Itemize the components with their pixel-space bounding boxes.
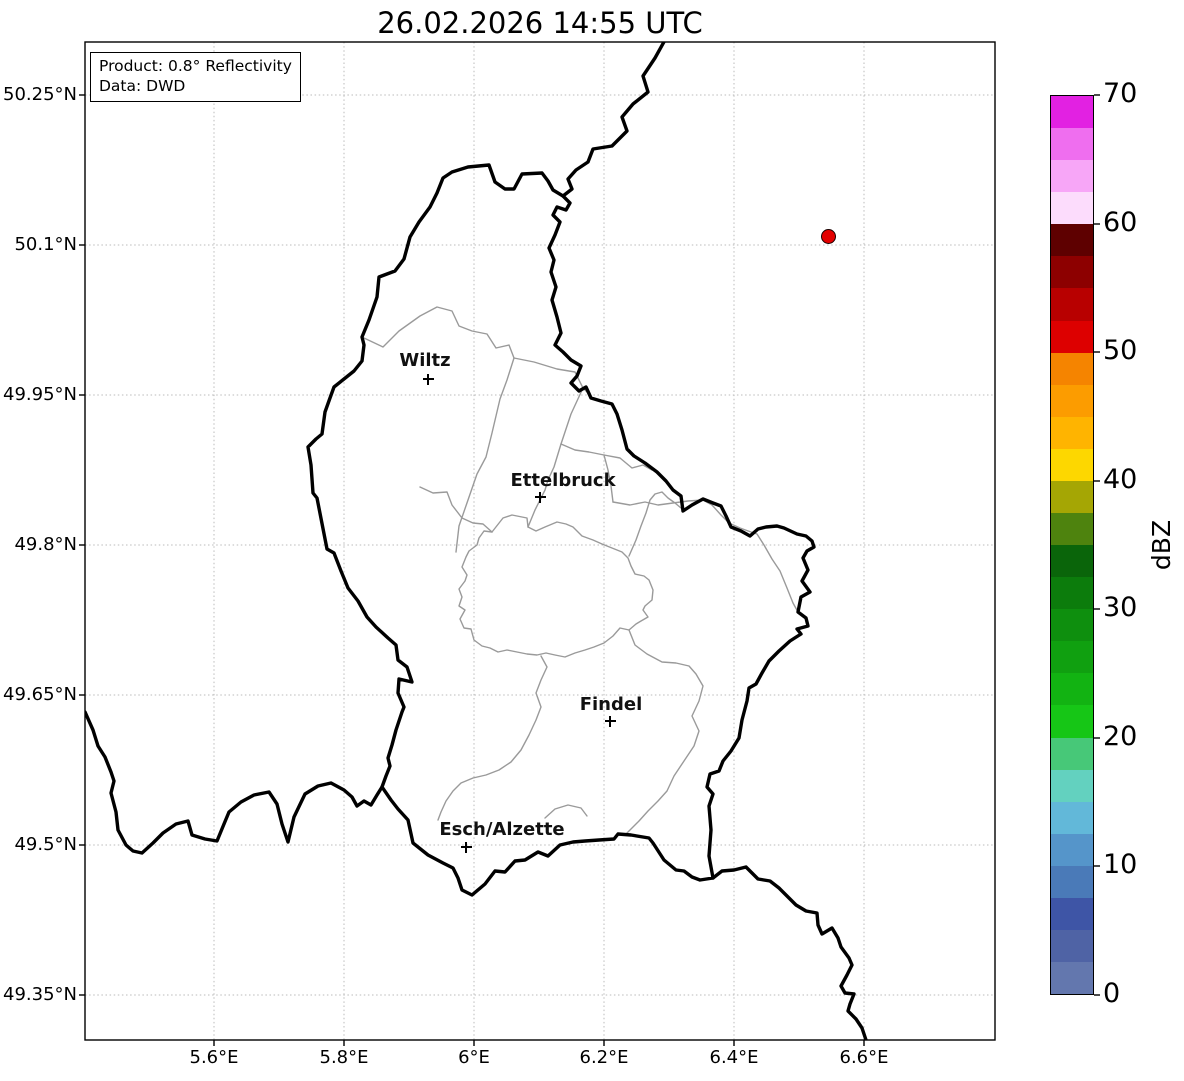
colorbar-segment-27: [1051, 962, 1093, 995]
colorbar-segment-13: [1051, 513, 1093, 546]
colorbar-segment-5: [1051, 256, 1093, 289]
x-tick-label-5: 6.6°E: [839, 1047, 889, 1068]
x-tick-label-4: 6.4°E: [709, 1047, 759, 1068]
y-tick-label-4: 49.65°N: [3, 684, 77, 705]
y-tick-label-0: 50.25°N: [3, 84, 77, 105]
colorbar-segment-17: [1051, 641, 1093, 674]
city-marker-plus-icon: [604, 715, 616, 727]
colorbar-segment-7: [1051, 320, 1093, 353]
city-label-findel: Findel: [579, 694, 643, 715]
y-tick-label-3: 49.8°N: [14, 534, 77, 555]
y-tick-label-1: 50.1°N: [14, 234, 77, 255]
colorbar-segment-8: [1051, 352, 1093, 385]
colorbar-segment-14: [1051, 545, 1093, 578]
colorbar-tick-label-6: 10: [1103, 849, 1138, 880]
colorbar-unit-label: dBZ: [1147, 519, 1176, 571]
luxembourg-border: [306, 163, 816, 897]
reflectivity-colorbar: [1050, 95, 1094, 995]
country-borders: [85, 42, 868, 1040]
y-tick-label-5: 49.5°N: [14, 834, 77, 855]
colorbar-segment-25: [1051, 897, 1093, 931]
product-info-box: Product: 0.8° Reflectivity Data: DWD: [90, 52, 301, 102]
city-label-esch-alzette: Esch/Alzette: [439, 819, 565, 840]
x-tick-label-2: 6°E: [458, 1047, 490, 1068]
colorbar-tick-label-7: 0: [1103, 978, 1121, 1009]
city-label-wiltz: Wiltz: [399, 350, 451, 371]
x-tick-label-0: 5.6°E: [189, 1047, 239, 1068]
colorbar-tick-label-1: 60: [1103, 207, 1138, 238]
colorbar-segment-16: [1051, 609, 1093, 642]
colorbar-segment-22: [1051, 801, 1093, 834]
city-label-ettelbruck: Ettelbruck: [510, 470, 616, 491]
y-tick-label-6: 49.35°N: [3, 984, 77, 1005]
axis-tick-marks: [79, 94, 865, 1046]
border-north-river: [561, 42, 666, 198]
colorbar-segment-2: [1051, 160, 1093, 193]
colorbar-segment-12: [1051, 480, 1093, 514]
plot-frame: [84, 41, 996, 1041]
x-tick-label-1: 5.8°E: [319, 1047, 369, 1068]
colorbar-tick-label-0: 70: [1103, 78, 1138, 109]
colorbar-tick-label-2: 50: [1103, 335, 1138, 366]
x-tick-label-3: 6.2°E: [579, 1047, 629, 1068]
border-southeast-moselle: [711, 865, 868, 1040]
colorbar-segment-18: [1051, 673, 1093, 706]
colorbar-segment-1: [1051, 128, 1093, 161]
red-marker-dot: [821, 229, 836, 244]
colorbar-segment-0: [1051, 96, 1093, 129]
product-info-line1: Product: 0.8° Reflectivity: [99, 57, 292, 75]
colorbar-segment-23: [1051, 833, 1093, 866]
colorbar-segment-10: [1051, 416, 1093, 449]
product-info-line2: Data: DWD: [99, 77, 186, 96]
colorbar-segment-15: [1051, 577, 1093, 610]
y-tick-label-2: 49.95°N: [3, 384, 77, 405]
colorbar-tick-label-5: 20: [1103, 721, 1138, 752]
colorbar-segment-19: [1051, 705, 1093, 738]
figure-title: 26.02.2026 14:55 UTC: [377, 6, 703, 40]
border-southwest: [85, 710, 384, 855]
city-marker-plus-icon: [460, 841, 472, 853]
colorbar-segment-3: [1051, 192, 1093, 225]
colorbar-segment-6: [1051, 288, 1093, 321]
colorbar-segment-21: [1051, 769, 1093, 802]
colorbar-segment-20: [1051, 737, 1093, 770]
colorbar-segment-9: [1051, 384, 1093, 417]
colorbar-segment-26: [1051, 930, 1093, 963]
colorbar-segment-11: [1051, 448, 1093, 481]
colorbar-tick-label-3: 40: [1103, 464, 1138, 495]
colorbar-segment-24: [1051, 865, 1093, 898]
canton-borders: [363, 306, 799, 834]
city-marker-plus-icon: [422, 373, 434, 385]
colorbar-tick-label-4: 30: [1103, 592, 1138, 623]
colorbar-segment-4: [1051, 224, 1093, 257]
colorbar-tick-marks: [1094, 94, 1100, 996]
grid-lines: [85, 42, 995, 1040]
city-marker-plus-icon: [534, 491, 546, 503]
